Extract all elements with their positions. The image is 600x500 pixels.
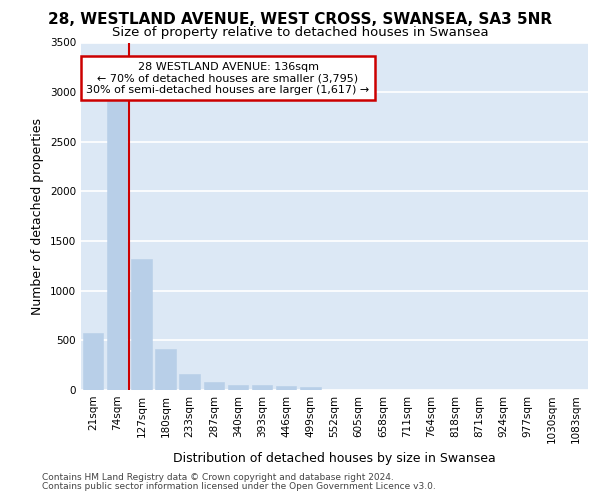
Bar: [179, 374, 200, 390]
Text: 28, WESTLAND AVENUE, WEST CROSS, SWANSEA, SA3 5NR: 28, WESTLAND AVENUE, WEST CROSS, SWANSEA…: [48, 12, 552, 28]
Bar: [276, 386, 296, 390]
Bar: [131, 259, 152, 390]
Text: Size of property relative to detached houses in Swansea: Size of property relative to detached ho…: [112, 26, 488, 39]
Bar: [83, 333, 103, 390]
Bar: [300, 386, 320, 390]
Y-axis label: Number of detached properties: Number of detached properties: [31, 118, 44, 315]
Text: Contains public sector information licensed under the Open Government Licence v3: Contains public sector information licen…: [42, 482, 436, 491]
Bar: [203, 382, 224, 390]
Bar: [107, 101, 127, 390]
X-axis label: Distribution of detached houses by size in Swansea: Distribution of detached houses by size …: [173, 452, 496, 465]
Bar: [155, 349, 176, 390]
Bar: [227, 384, 248, 390]
Text: 28 WESTLAND AVENUE: 136sqm
← 70% of detached houses are smaller (3,795)
30% of s: 28 WESTLAND AVENUE: 136sqm ← 70% of deta…: [86, 62, 370, 95]
Text: Contains HM Land Registry data © Crown copyright and database right 2024.: Contains HM Land Registry data © Crown c…: [42, 474, 394, 482]
Bar: [252, 385, 272, 390]
